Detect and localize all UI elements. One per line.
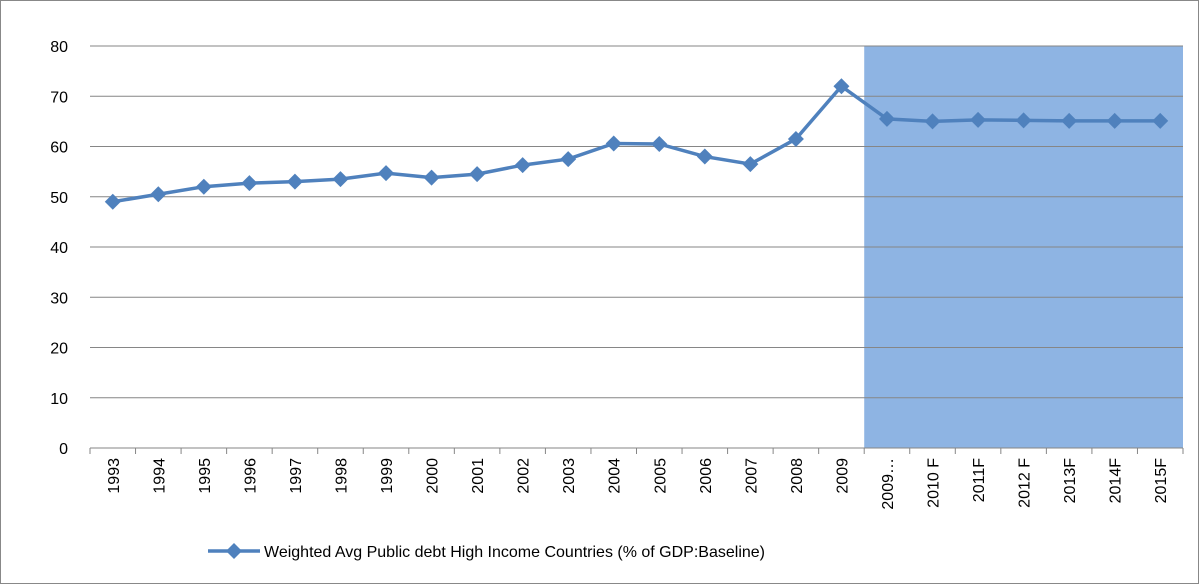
x-tick-label: 2015F	[1153, 458, 1170, 504]
y-tick-label: 0	[59, 441, 68, 458]
y-tick-label: 20	[50, 341, 68, 358]
data-point	[241, 175, 258, 192]
x-tick-label: 2014F	[1108, 458, 1125, 504]
y-tick-label: 60	[50, 140, 68, 157]
y-tick-label: 50	[50, 190, 68, 207]
data-point	[423, 169, 440, 186]
y-tick-label: 40	[50, 240, 68, 257]
data-point	[924, 113, 941, 130]
data-point	[651, 135, 668, 152]
y-tick-label: 10	[50, 391, 68, 408]
data-point	[378, 165, 395, 182]
x-tick-label: 1993	[106, 458, 123, 494]
data-point	[833, 78, 850, 95]
data-point	[742, 156, 759, 173]
data-point	[332, 171, 349, 188]
data-point	[150, 186, 167, 203]
data-point	[1106, 112, 1123, 129]
data-point	[1061, 112, 1078, 129]
y-tick-label: 70	[50, 89, 68, 106]
x-tick-label: 2009	[834, 458, 851, 494]
data-point	[560, 151, 577, 168]
y-tick-label: 80	[50, 39, 68, 56]
data-point	[1152, 112, 1169, 129]
data-point	[286, 173, 303, 190]
data-point	[878, 110, 895, 127]
x-tick-label: 1996	[242, 458, 259, 494]
data-point	[469, 166, 486, 183]
legend-label: Weighted Avg Public debt High Income Cou…	[264, 544, 765, 561]
data-point	[514, 157, 531, 174]
x-tick-label: 2003	[561, 458, 578, 494]
y-tick-label: 30	[50, 290, 68, 307]
x-tick-label: 2004	[607, 458, 624, 494]
x-tick-label: 2013F	[1062, 458, 1079, 504]
x-tick-label: 2000	[425, 458, 442, 494]
data-point	[696, 148, 713, 165]
x-tick-label: 1995	[197, 458, 214, 494]
x-tick-label: 2007	[743, 458, 760, 494]
x-tick-label: 1997	[288, 458, 305, 494]
x-tick-label: 2002	[516, 458, 533, 494]
x-tick-label: 2009…	[880, 458, 897, 510]
data-point	[605, 135, 622, 152]
x-tick-label: 2005	[652, 458, 669, 494]
x-tick-label: 1999	[379, 458, 396, 494]
data-point	[787, 130, 804, 147]
x-tick-label: 2008	[789, 458, 806, 494]
data-point	[970, 111, 987, 128]
x-tick-label: 1994	[151, 458, 168, 494]
x-tick-label: 2001	[470, 458, 487, 494]
x-tick-label: 2010 F	[926, 458, 943, 508]
data-point	[195, 178, 212, 195]
legend-marker	[226, 543, 242, 559]
x-tick-label: 1998	[333, 458, 350, 494]
x-tick-label: 2012 F	[1017, 458, 1034, 508]
x-tick-label: 2006	[698, 458, 715, 494]
data-point	[1015, 112, 1032, 129]
x-tick-label: 2011F	[971, 458, 988, 502]
data-point	[104, 193, 121, 210]
